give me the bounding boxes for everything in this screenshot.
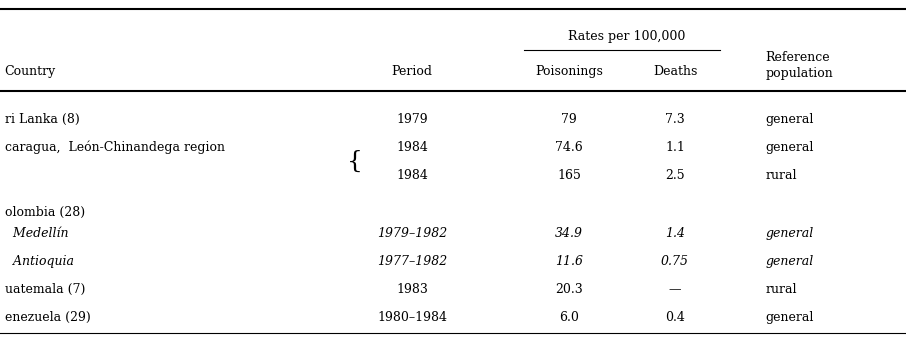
- Text: {: {: [346, 150, 362, 173]
- Text: 1977–1982: 1977–1982: [377, 254, 448, 268]
- Text: Period: Period: [391, 65, 433, 79]
- Text: 6.0: 6.0: [559, 311, 579, 324]
- Text: 11.6: 11.6: [555, 254, 583, 268]
- Text: ri Lanka (8): ri Lanka (8): [5, 113, 80, 126]
- Text: 20.3: 20.3: [555, 283, 583, 296]
- Text: Antioquia: Antioquia: [5, 254, 73, 268]
- Text: Reference
population: Reference population: [766, 51, 834, 80]
- Text: 34.9: 34.9: [555, 226, 583, 240]
- Text: rural: rural: [766, 283, 797, 296]
- Text: caragua,  León-Chinandega region: caragua, León-Chinandega region: [5, 141, 225, 154]
- Text: 1984: 1984: [396, 169, 429, 182]
- Text: 1979–1982: 1979–1982: [377, 226, 448, 240]
- Text: Medellín: Medellín: [5, 226, 68, 240]
- Text: enezuela (29): enezuela (29): [5, 311, 91, 324]
- Text: general: general: [766, 226, 814, 240]
- Text: rural: rural: [766, 169, 797, 182]
- Text: Poisonings: Poisonings: [535, 65, 602, 79]
- Text: Rates per 100,000: Rates per 100,000: [568, 30, 685, 44]
- Text: Country: Country: [5, 65, 56, 79]
- Text: 0.4: 0.4: [665, 311, 685, 324]
- Text: 1.4: 1.4: [665, 226, 685, 240]
- Text: 1.1: 1.1: [665, 141, 685, 154]
- Text: general: general: [766, 254, 814, 268]
- Text: general: general: [766, 113, 814, 126]
- Text: 1980–1984: 1980–1984: [377, 311, 448, 324]
- Text: olombia (28): olombia (28): [5, 205, 84, 219]
- Text: Deaths: Deaths: [653, 65, 697, 79]
- Text: 74.6: 74.6: [555, 141, 583, 154]
- Text: general: general: [766, 311, 814, 324]
- Text: —: —: [669, 283, 681, 296]
- Text: 1979: 1979: [397, 113, 428, 126]
- Text: 7.3: 7.3: [665, 113, 685, 126]
- Text: 1984: 1984: [396, 141, 429, 154]
- Text: 2.5: 2.5: [665, 169, 685, 182]
- Text: uatemala (7): uatemala (7): [5, 283, 85, 296]
- Text: 79: 79: [561, 113, 577, 126]
- Text: 1983: 1983: [396, 283, 429, 296]
- Text: 165: 165: [557, 169, 581, 182]
- Text: general: general: [766, 141, 814, 154]
- Text: 0.75: 0.75: [661, 254, 689, 268]
